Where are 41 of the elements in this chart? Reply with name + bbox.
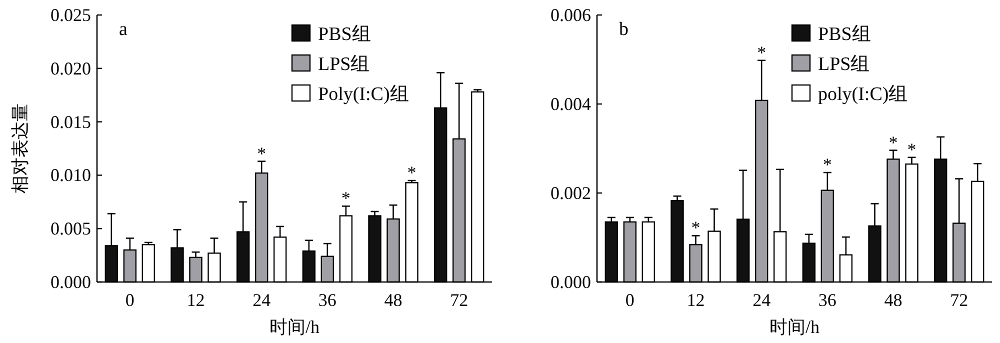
x-tick-label: 72 [950, 290, 968, 310]
y-tick-label: 0.020 [50, 58, 91, 78]
legend-label: LPS组 [318, 54, 370, 75]
data-label: * [757, 42, 766, 62]
x-tick-label: 36 [818, 290, 836, 310]
y-tick-label: 0.006 [550, 5, 591, 25]
x-tick-label: 0 [125, 290, 134, 310]
legend-label: PBS组 [818, 24, 871, 45]
legend-label: PBS组 [318, 24, 371, 45]
data-label: * [888, 132, 898, 152]
x-tick-label: 12 [186, 290, 205, 310]
x-axis-title: 时间/h [269, 317, 320, 337]
x-tick-label: 12 [686, 290, 705, 310]
data-label: * [257, 143, 266, 164]
data-label: * [691, 218, 700, 238]
legend-label: poly(I:C)组 [818, 84, 908, 105]
y-tick-label: 0.004 [550, 94, 591, 114]
chart-title: a [119, 19, 128, 40]
legend-label: LPS组 [818, 54, 870, 75]
data-label: * [407, 162, 416, 183]
x-tick-label: 24 [752, 290, 771, 310]
x-tick-label: 48 [884, 290, 902, 310]
x-axis-title: 时间/h [769, 317, 820, 337]
legend-label: Poly(I:C)组 [318, 84, 409, 105]
y-tick-label: 0.005 [50, 218, 91, 239]
y-tick-label: 0.000 [550, 272, 591, 292]
y-tick-label: 0.025 [50, 5, 91, 25]
y-tick-label: 0.015 [50, 112, 91, 132]
data-label: * [907, 139, 916, 160]
data-label: * [341, 188, 350, 208]
x-tick-label: 72 [450, 290, 468, 310]
y-tick-label: 0.010 [50, 165, 91, 186]
x-tick-label: 24 [252, 290, 271, 310]
y-axis-title: 相对表达量 [10, 104, 30, 194]
x-tick-label: 36 [318, 290, 336, 310]
chart-title: b [619, 19, 628, 40]
y-tick-label: 0.002 [550, 183, 591, 203]
x-tick-label: 0 [625, 290, 634, 310]
x-tick-label: 48 [384, 290, 402, 310]
data-label: * [822, 154, 832, 175]
y-tick-label: 0.000 [50, 272, 91, 292]
